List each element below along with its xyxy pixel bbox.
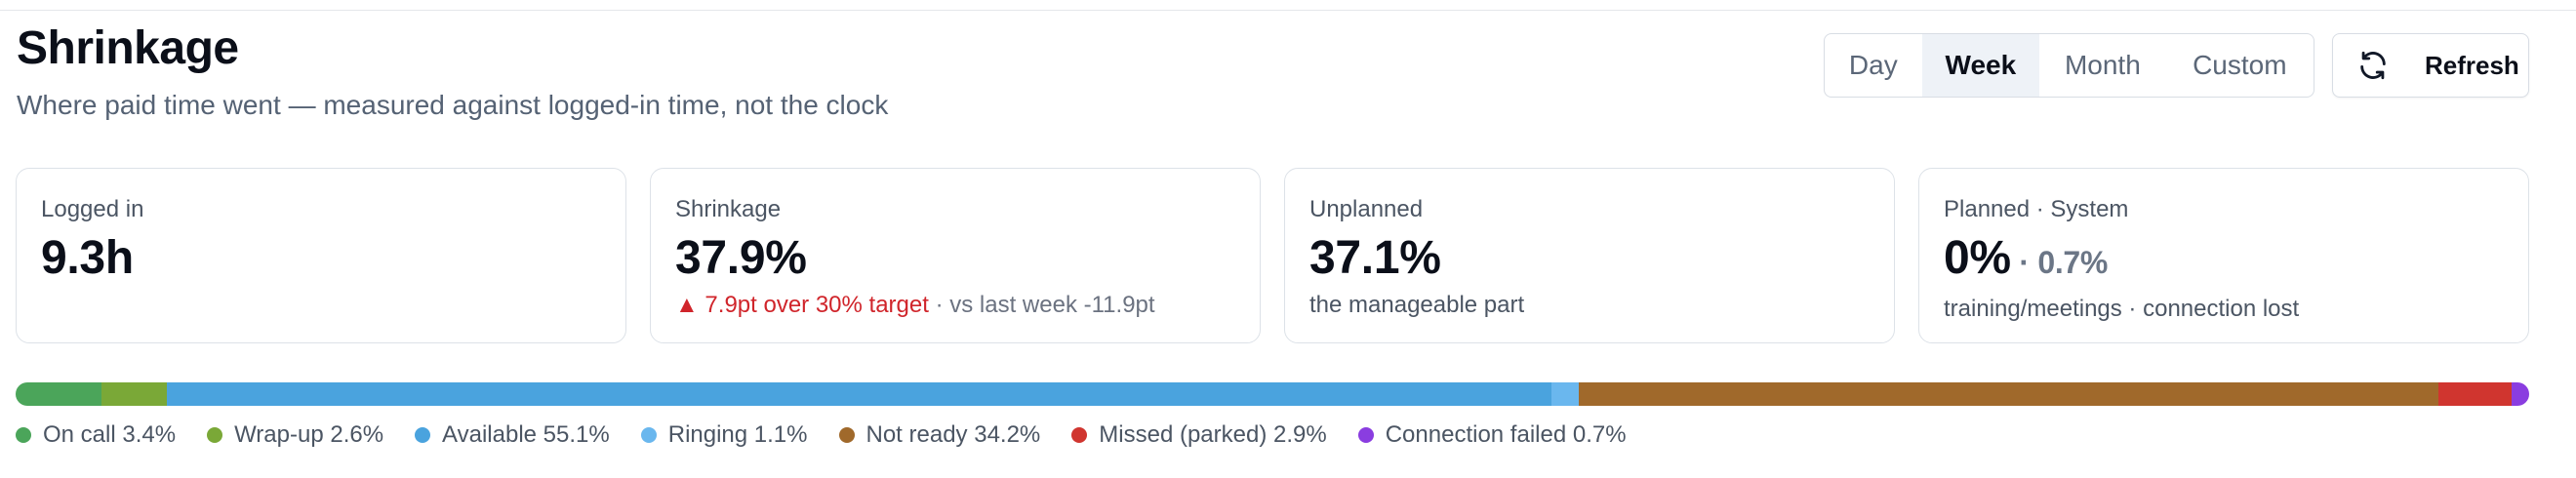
legend-item: Missed (parked) 2.9% — [1071, 421, 1327, 449]
refresh-button[interactable]: Refresh — [2332, 33, 2529, 98]
breakdown-segment — [2438, 382, 2512, 406]
legend-dot — [415, 427, 431, 443]
legend-label: Wrap-up 2.6% — [234, 421, 384, 448]
legend-dot — [16, 427, 31, 443]
period-tab-week[interactable]: Week — [1921, 34, 2040, 97]
card-planned-system: Planned · System 0% · 0.7% training/meet… — [1918, 168, 2529, 343]
legend-dot — [640, 427, 657, 443]
page-subtitle: Where paid time went — measured against … — [17, 90, 889, 120]
breakdown-segment — [16, 382, 101, 406]
time-breakdown-bar — [16, 382, 2529, 406]
period-tab-month[interactable]: Month — [2064, 50, 2141, 80]
breakdown-segment — [166, 382, 1551, 406]
refresh-icon — [2356, 49, 2390, 82]
breakdown-segment — [1579, 382, 2439, 406]
page-header: Shrinkage Where paid time went — measure… — [17, 21, 888, 121]
legend-item: Ringing 1.1% — [640, 421, 808, 449]
legend-dot — [207, 427, 223, 443]
card-note: training/meetings · connection lost — [1944, 296, 2300, 322]
legend-label: Available 55.1% — [442, 421, 610, 448]
legend-dot — [1357, 427, 1374, 443]
legend-label: On call 3.4% — [43, 421, 177, 448]
breakdown-segment — [2511, 382, 2529, 406]
card-value: 37.9% — [675, 232, 807, 284]
card-value: 0% · 0.7% — [1944, 232, 2528, 289]
legend-item: On call 3.4% — [16, 421, 176, 449]
card-value: 9.3h — [41, 232, 134, 284]
period-tab-day[interactable]: Day — [1848, 50, 1898, 80]
period-tab-custom[interactable]: Custom — [2193, 50, 2287, 80]
week-comparison: · vs last week -11.9pt — [928, 292, 1155, 318]
period-selector: Day Week Month Custom — [1824, 33, 2314, 98]
legend-label: Not ready 34.2% — [865, 421, 1041, 448]
breakdown-segment — [1550, 382, 1580, 406]
card-shrinkage: Shrinkage 37.9% ▲ 7.9pt over 30% target … — [650, 168, 1261, 343]
page-title: Shrinkage — [17, 22, 239, 74]
time-breakdown-legend: On call 3.4% Wrap-up 2.6% Available 55.1% R… — [16, 421, 1658, 449]
card-logged-in: Logged in 9.3h — [16, 168, 626, 343]
target-delta: ▲ 7.9pt over 30% target — [675, 292, 929, 318]
legend-item: Wrap-up 2.6% — [207, 421, 383, 449]
refresh-label: Refresh — [2425, 50, 2519, 80]
card-label: Unplanned — [1309, 196, 1424, 222]
breakdown-segment — [101, 382, 167, 406]
legend-dot — [838, 427, 855, 443]
legend-item: Not ready 34.2% — [838, 421, 1041, 449]
planned-value: 0% — [1944, 232, 2011, 284]
card-label: Planned · System — [1944, 196, 2129, 222]
card-unplanned: Unplanned 37.1% the manageable part — [1284, 168, 1895, 343]
legend-dot — [1071, 427, 1088, 443]
card-label: Shrinkage — [675, 196, 782, 222]
legend-item: Connection failed 0.7% — [1357, 421, 1627, 449]
top-divider — [0, 10, 2576, 11]
legend-label: Ringing 1.1% — [667, 421, 808, 448]
legend-item: Available 55.1% — [415, 421, 610, 449]
legend-label: Connection failed 0.7% — [1385, 421, 1627, 448]
card-label: Logged in — [41, 196, 144, 222]
system-value: · 0.7% — [2010, 245, 2109, 280]
legend-label: Missed (parked) 2.9% — [1099, 421, 1327, 448]
card-value: 37.1% — [1309, 232, 1441, 284]
card-note: ▲ 7.9pt over 30% target · vs last week -… — [675, 291, 1260, 320]
card-note: the manageable part — [1309, 292, 1525, 318]
